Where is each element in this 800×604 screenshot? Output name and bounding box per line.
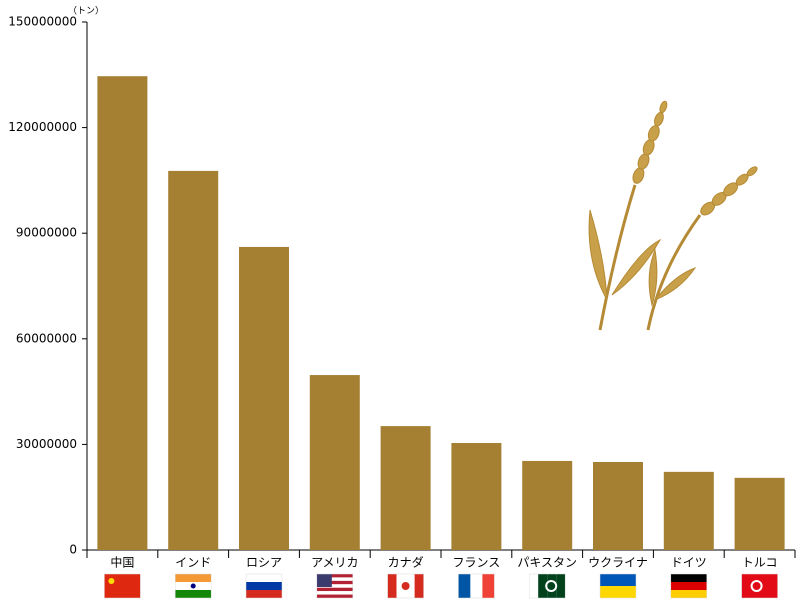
- bar: [97, 76, 148, 550]
- flag-stripe: [670, 574, 707, 582]
- wheat-illustration: [588, 100, 758, 331]
- flag-stripe: [547, 574, 557, 598]
- bar: [239, 246, 289, 551]
- flag-stripe: [316, 574, 353, 578]
- flag-border: [599, 573, 637, 599]
- y-tick-label: 60000000: [16, 331, 77, 345]
- bar: [663, 471, 714, 550]
- x-tick-label: 中国: [110, 555, 134, 570]
- flag: [670, 573, 708, 599]
- bar: [309, 375, 360, 550]
- flag-stripe: [405, 574, 415, 598]
- flag: [387, 573, 424, 599]
- x-tick-label: パキスタン: [517, 556, 577, 570]
- flag-stripe: [458, 574, 471, 598]
- y-tick-label: 120000000: [8, 120, 77, 134]
- flag-border: [245, 573, 283, 599]
- x-tick-label: インド: [175, 556, 211, 570]
- flag: [174, 573, 212, 599]
- unit-label: （トン）: [68, 6, 104, 17]
- flag-stripe: [470, 574, 483, 598]
- flag-stripe: [670, 590, 707, 598]
- flag-border: [741, 573, 778, 599]
- x-tick-label: ドイツ: [671, 556, 707, 570]
- flag-stripe: [316, 587, 353, 592]
- flag-border: [458, 573, 495, 599]
- flag-stripe: [670, 582, 707, 590]
- x-tick-label: カナダ: [388, 555, 424, 570]
- flag: [316, 573, 354, 599]
- x-tick-label: トルコ: [742, 556, 778, 570]
- flag: [599, 573, 637, 599]
- y-tick-label: 30000000: [16, 437, 77, 451]
- flag-stripe: [741, 574, 778, 598]
- flag-stripe: [316, 580, 353, 585]
- bar: [593, 462, 643, 550]
- flag: [245, 573, 283, 599]
- flag-border: [316, 573, 354, 599]
- flag-canton: [316, 574, 332, 587]
- flag-stripe: [556, 574, 566, 598]
- flag-stripe: [246, 590, 282, 598]
- x-tick-label: フランス: [453, 556, 501, 570]
- flag-stripe: [316, 584, 353, 588]
- flag: [741, 573, 778, 599]
- flag-crescent: [545, 580, 558, 592]
- flag-border: [670, 573, 708, 599]
- flag-stripe: [387, 574, 397, 598]
- x-tick-label: アメリカ: [311, 556, 358, 570]
- flag: [104, 573, 141, 599]
- y-tick-label: 90000000: [16, 226, 77, 240]
- bar: [380, 426, 431, 550]
- y-tick-label: 0: [69, 543, 77, 557]
- flag-stripe: [175, 574, 212, 582]
- flag-stripe: [246, 574, 282, 582]
- flag: [528, 573, 566, 599]
- flag-border: [528, 573, 566, 599]
- flag-stripe: [538, 574, 548, 598]
- bar: [451, 442, 502, 550]
- flag-stripe: [600, 586, 636, 598]
- flag-border: [104, 573, 141, 599]
- flag-stripe: [104, 574, 141, 598]
- x-tick-label: ウクライナ: [588, 556, 648, 570]
- flag-border: [387, 573, 424, 599]
- bar: [168, 170, 219, 550]
- flag-stripe: [482, 574, 495, 598]
- flag-border: [174, 573, 212, 599]
- flag-stripe: [316, 594, 353, 598]
- flag-stripe: [316, 591, 353, 595]
- flag-stripe: [529, 574, 539, 598]
- flag: [458, 573, 495, 599]
- flag-leaf: [401, 582, 410, 590]
- flag-stripe: [396, 574, 406, 598]
- flag-stripe: [175, 590, 212, 598]
- flag-stripe: [246, 582, 282, 590]
- flag-stripe: [600, 574, 636, 586]
- flag-wheel: [190, 583, 196, 589]
- flag-stripe: [316, 577, 353, 581]
- bar: [734, 477, 785, 550]
- flag-crescent: [750, 580, 763, 592]
- flag-stripe: [414, 574, 424, 598]
- x-tick-label: ロシア: [246, 556, 282, 570]
- flag-star: [108, 578, 115, 584]
- bar: [522, 460, 573, 550]
- y-tick-label: 150000000: [8, 15, 77, 29]
